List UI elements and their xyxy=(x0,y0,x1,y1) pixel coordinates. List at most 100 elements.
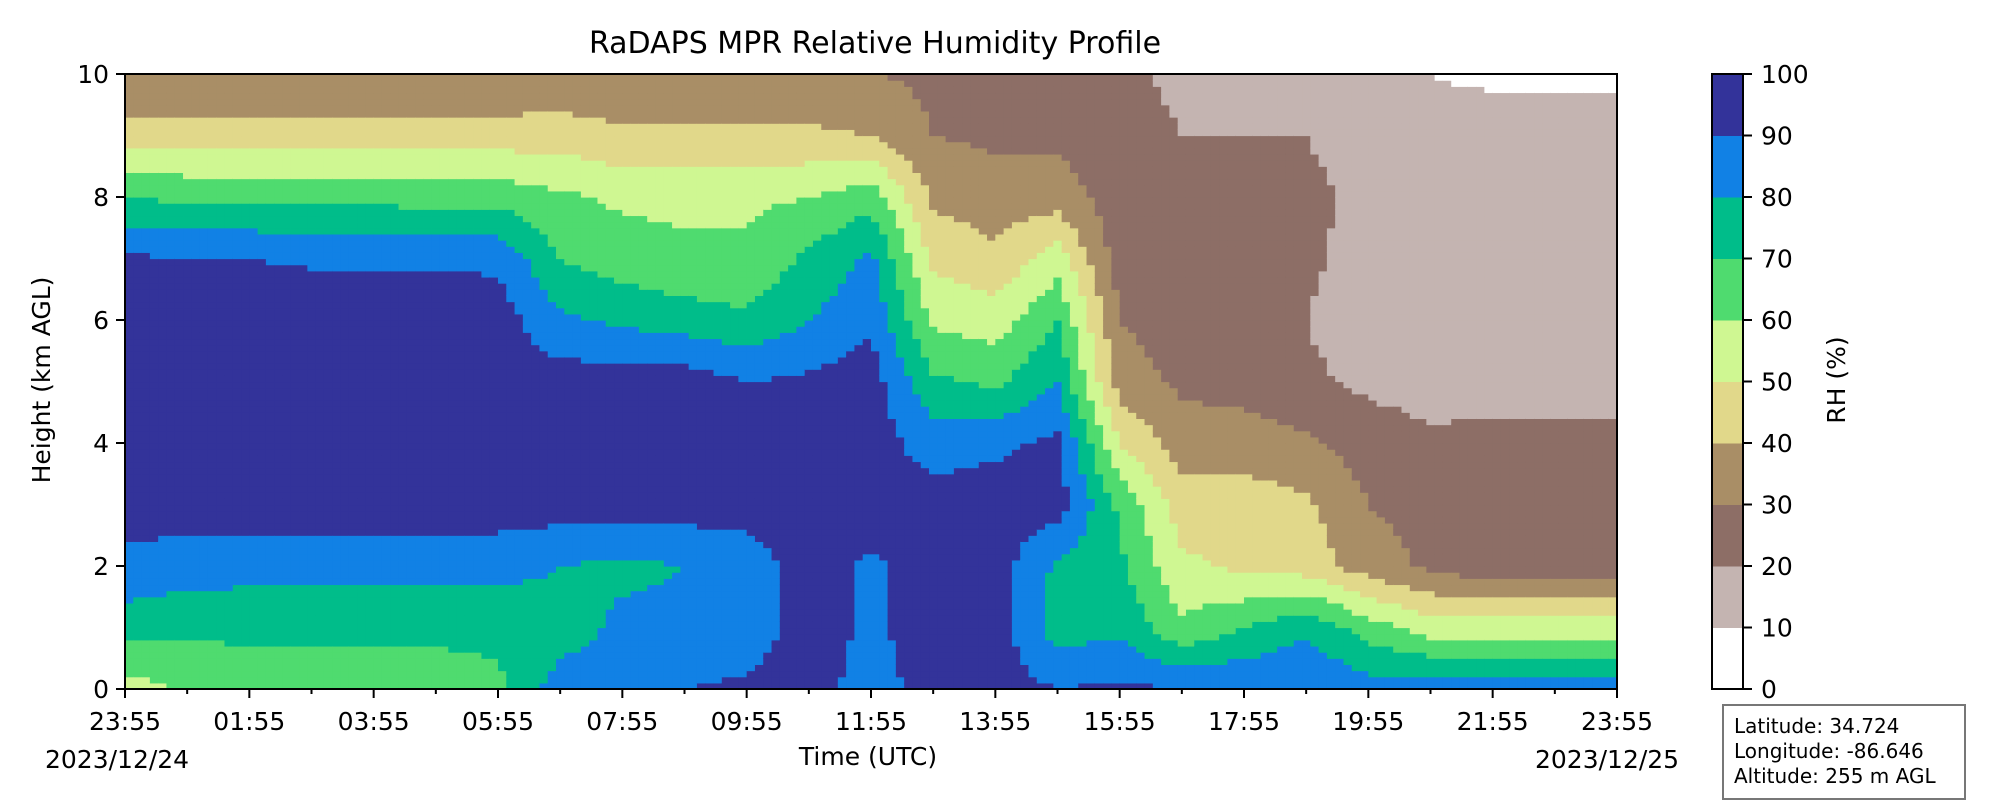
rh-cell xyxy=(473,209,483,217)
rh-cell xyxy=(282,74,292,81)
rh-cell xyxy=(464,350,474,358)
rh-cell xyxy=(174,307,184,315)
rh-cell xyxy=(224,117,234,124)
rh-cell xyxy=(456,110,466,118)
rh-cell xyxy=(257,117,267,124)
rh-cell xyxy=(274,596,284,604)
rh-cell xyxy=(531,252,541,260)
rh-cell xyxy=(381,80,391,87)
rh-cell xyxy=(473,227,483,235)
rh-cell xyxy=(340,406,350,413)
rh-cell xyxy=(431,184,441,192)
rh-cell xyxy=(166,670,176,678)
rh-cell xyxy=(398,436,408,444)
rh-cell xyxy=(381,664,391,672)
rh-cell xyxy=(456,547,466,555)
rh-cell xyxy=(514,240,524,247)
rh-cell xyxy=(183,584,192,592)
rh-cell xyxy=(423,541,433,549)
rh-cell xyxy=(158,541,168,549)
rh-cell xyxy=(183,141,192,149)
rh-cell xyxy=(439,461,449,469)
rh-cell xyxy=(489,184,499,192)
rh-cell xyxy=(340,430,350,438)
rh-cell xyxy=(431,406,441,413)
rh-cell xyxy=(332,203,342,210)
rh-cell xyxy=(340,153,350,161)
rh-cell xyxy=(207,393,217,401)
rh-cell xyxy=(431,203,441,210)
rh-cell xyxy=(464,615,474,622)
rh-cell xyxy=(282,572,292,579)
rh-cell xyxy=(473,356,483,364)
rh-cell xyxy=(141,283,151,290)
rh-cell xyxy=(398,270,408,278)
rh-cell xyxy=(216,184,226,192)
rh-cell xyxy=(498,123,507,130)
rh-cell xyxy=(125,74,134,81)
rh-cell xyxy=(191,332,201,340)
rh-cell xyxy=(423,344,433,352)
rh-cell xyxy=(207,639,217,647)
rh-cell xyxy=(241,252,250,260)
rh-cell xyxy=(498,498,507,506)
rh-cell xyxy=(531,344,541,352)
rh-cell xyxy=(340,559,350,567)
rh-cell xyxy=(257,356,267,364)
rh-cell xyxy=(191,424,201,432)
rh-cell xyxy=(489,86,499,94)
rh-cell xyxy=(365,529,375,536)
rh-cell xyxy=(381,424,391,432)
rh-cell xyxy=(149,578,159,586)
rh-cell xyxy=(531,467,541,475)
rh-cell xyxy=(141,258,151,266)
rh-cell xyxy=(207,615,217,622)
rh-cell xyxy=(257,566,267,573)
rh-cell xyxy=(464,399,474,407)
rh-cell xyxy=(489,153,499,161)
rh-cell xyxy=(307,369,317,376)
rh-cell xyxy=(431,252,441,260)
rh-cell xyxy=(489,399,499,407)
rh-cell xyxy=(224,424,234,432)
rh-cell xyxy=(307,178,317,186)
rh-cell xyxy=(158,153,168,161)
rh-cell xyxy=(415,141,424,149)
rh-cell xyxy=(265,313,275,321)
rh-cell xyxy=(415,418,424,426)
rh-cell xyxy=(207,369,217,376)
rh-cell xyxy=(464,645,474,653)
rh-cell xyxy=(473,461,483,469)
rh-cell xyxy=(265,486,275,493)
rh-cell xyxy=(174,80,184,87)
rh-cell xyxy=(224,160,234,167)
rh-cell xyxy=(224,645,234,653)
rh-cell xyxy=(224,240,234,247)
rh-cell xyxy=(340,307,350,315)
rh-cell xyxy=(315,160,325,167)
rh-cell xyxy=(464,467,474,475)
rh-cell xyxy=(166,633,176,641)
rh-cell xyxy=(207,578,217,586)
rh-cell xyxy=(365,332,375,340)
rh-cell xyxy=(340,326,350,333)
rh-cell xyxy=(224,344,234,352)
rh-cell xyxy=(431,541,441,549)
rh-cell xyxy=(232,147,242,155)
rh-cell xyxy=(332,467,342,475)
rh-cell xyxy=(373,639,383,647)
rh-cell xyxy=(199,443,209,450)
rh-cell xyxy=(506,246,516,253)
rh-cell xyxy=(415,510,424,518)
rh-cell xyxy=(141,153,151,161)
rh-cell xyxy=(149,547,159,555)
rh-cell xyxy=(125,104,134,112)
rh-cell xyxy=(340,363,350,370)
rh-cell xyxy=(365,492,375,499)
rh-cell xyxy=(257,209,267,217)
rh-cell xyxy=(133,566,143,573)
rh-cell xyxy=(506,117,516,124)
rh-cell xyxy=(199,682,209,690)
rh-cell xyxy=(315,295,325,303)
rh-cell xyxy=(191,381,201,389)
